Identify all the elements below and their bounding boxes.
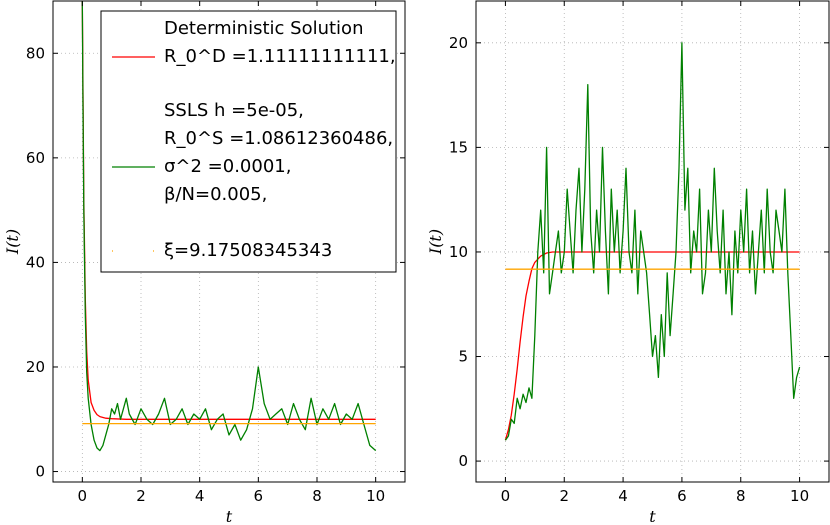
right-plot-frame [475, 0, 830, 483]
left-series [81, 0, 377, 452]
right-chart: 0 2 4 6 8 10 0 5 10 15 20 t I(t) [426, 0, 830, 525]
right-ticks: 0 2 4 6 8 10 0 5 10 15 20 [449, 1, 829, 505]
left-x-tick-label-4: 8 [312, 487, 322, 505]
right-x-tick-label-4: 8 [736, 487, 746, 505]
legend-box [100, 10, 397, 273]
legend-ssls-h: SSLS h =5e-05, [164, 100, 304, 121]
legend-deterministic-r0: R_0^D =1.11111111111, [164, 46, 396, 67]
left-y-tick-label-0: 0 [35, 463, 45, 481]
legend-ssls-sigma: σ^2 =0.0001, [164, 156, 291, 177]
right-x-tick-label-0: 0 [501, 487, 511, 505]
left-x-tick-label-0: 0 [78, 487, 88, 505]
right-x-tick-label-1: 2 [559, 487, 569, 505]
left-y-tick-label-3: 60 [26, 149, 45, 167]
left-y-tick-label-4: 80 [26, 44, 45, 62]
left-x-tick-label-1: 2 [136, 487, 146, 505]
left-x-axis-label: t [226, 507, 233, 525]
left-plot-frame [52, 0, 406, 483]
right-y-axis-label: I(t) [426, 229, 445, 255]
legend-xi: ξ=9.17508345343 [164, 240, 332, 261]
left-y-tick-label-2: 40 [26, 253, 45, 271]
left-x-tick-label-2: 4 [195, 487, 205, 505]
right-y-tick-label-4: 20 [449, 34, 468, 52]
left-y-axis-label: I(t) [3, 229, 22, 255]
right-series-ssls [504, 42, 801, 441]
right-x-tick-label-3: 6 [677, 487, 687, 505]
right-y-tick-label-3: 15 [449, 138, 468, 156]
legend-ssls-r0: R_0^S =1.08612360486, [164, 128, 393, 149]
right-x-tick-label-2: 4 [618, 487, 628, 505]
right-y-tick-label-1: 5 [458, 348, 468, 366]
right-series [504, 42, 801, 441]
left-y-tick-label-1: 20 [26, 358, 45, 376]
right-x-axis-label: t [649, 507, 656, 525]
legend-ssls-beta: β/N=0.005, [164, 184, 267, 205]
left-ticks: 0 2 4 6 8 10 0 20 40 60 80 [26, 1, 405, 505]
legend-deterministic-title: Deterministic Solution [164, 18, 363, 39]
left-series-ssls [81, 0, 377, 452]
right-y-tick-label-2: 10 [449, 243, 468, 261]
left-x-tick-label-5: 10 [366, 487, 385, 505]
left-legend: Deterministic Solution R_0^D =1.11111111… [100, 10, 397, 273]
right-y-tick-label-0: 0 [458, 452, 468, 470]
right-x-tick-label-5: 10 [790, 487, 809, 505]
left-chart: 0 2 4 6 8 10 0 20 40 60 80 t I(t) Deterministic So… [3, 0, 406, 525]
left-x-tick-label-3: 6 [254, 487, 264, 505]
